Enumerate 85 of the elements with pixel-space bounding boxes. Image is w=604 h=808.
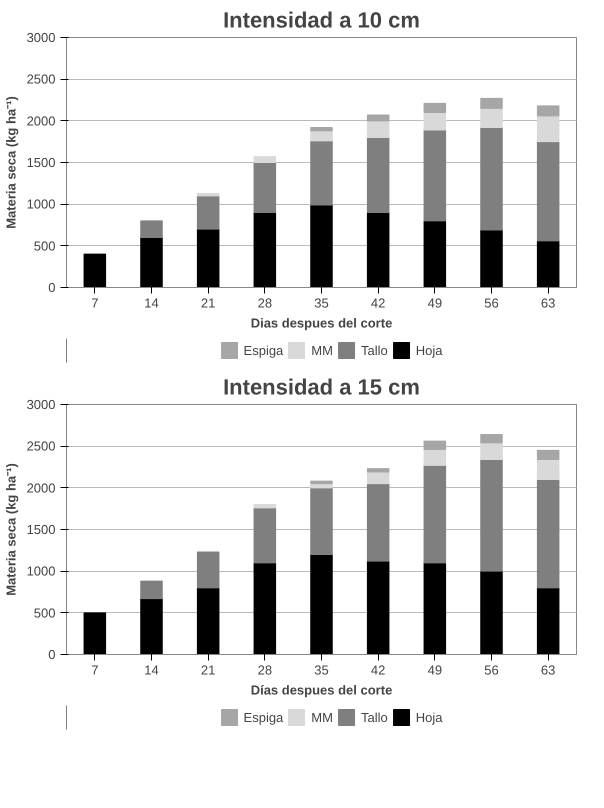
bar	[480, 127, 503, 230]
bar	[366, 114, 390, 122]
x-axis-title: Dias despues del corte	[250, 316, 392, 330]
legend-label: Hoja	[416, 710, 442, 724]
x-tick-label: 28	[258, 662, 272, 678]
legend-label: MM	[311, 342, 333, 358]
bar	[536, 105, 560, 116]
y-tick-label: 3000	[26, 397, 56, 412]
bar	[140, 220, 163, 238]
y-tick-label: 500	[34, 238, 56, 254]
x-tick-label: 63	[540, 662, 556, 678]
bar	[424, 440, 446, 450]
bar	[480, 434, 503, 444]
y-tick-label: 1500	[26, 155, 56, 170]
y-tick-label: 2000	[26, 480, 56, 496]
bar	[310, 140, 333, 206]
legend-label: Espiga	[244, 710, 284, 724]
bar	[366, 468, 390, 472]
x-tick-label: 7	[91, 296, 98, 310]
y-tick-label: 1500	[26, 522, 56, 537]
bar	[310, 487, 333, 555]
bar	[310, 483, 333, 488]
x-tick-label: 21	[200, 662, 216, 678]
bar	[254, 156, 276, 163]
x-tick-label: 63	[540, 296, 556, 310]
y-tick-label: 2500	[26, 438, 56, 454]
x-tick-label: 35	[314, 662, 329, 678]
x-tick-label: 49	[428, 662, 442, 678]
bar	[366, 137, 390, 213]
chart-title: Intensidad a 15 cm	[223, 374, 420, 400]
bar	[424, 130, 446, 222]
x-tick-label: 35	[314, 296, 329, 310]
x-tick-label: 14	[144, 296, 159, 310]
bar	[366, 120, 390, 138]
y-axis-title: Materia seca (kg ha⁻¹)	[4, 96, 19, 229]
bar	[536, 115, 560, 142]
y-tick-label: 0	[48, 647, 56, 662]
y-tick-label: 1000	[26, 196, 56, 212]
chart-title: Intensidad a 10 cm	[223, 8, 420, 32]
legend-label: Espiga	[244, 342, 284, 358]
bar	[424, 112, 446, 130]
bar	[536, 479, 560, 588]
bar	[196, 552, 220, 588]
y-tick-label: 1000	[26, 564, 56, 579]
x-tick-label: 7	[91, 662, 98, 678]
x-tick-label: 56	[484, 296, 499, 310]
y-tick-label: 0	[48, 280, 56, 295]
bar	[536, 141, 560, 242]
legend-label: Tallo	[360, 710, 388, 724]
y-tick-label: 500	[34, 605, 56, 620]
bar	[310, 130, 333, 142]
y-tick-label: 2000	[26, 113, 56, 128]
x-tick-label: 42	[370, 296, 386, 310]
y-tick-label: 3000	[26, 30, 56, 45]
bar	[366, 472, 390, 484]
x-tick-label: 56	[484, 662, 499, 678]
bar	[140, 580, 163, 600]
bar	[480, 459, 503, 572]
legend-label: Tallo	[360, 342, 388, 358]
bar	[424, 449, 446, 466]
x-tick-label: 14	[144, 662, 159, 678]
y-axis-title: Materia seca (kg ha⁻¹)	[4, 463, 19, 596]
bar	[480, 108, 503, 128]
x-tick-label: 28	[258, 296, 272, 310]
x-tick-label: 21	[200, 296, 216, 310]
x-tick-label: 42	[370, 662, 386, 678]
bar	[196, 192, 220, 196]
bar	[254, 504, 276, 508]
legend-label: Hoja	[416, 342, 442, 358]
bar	[254, 507, 276, 564]
bar	[310, 480, 333, 484]
bar	[310, 127, 333, 132]
bar	[536, 459, 560, 480]
x-tick-label: 49	[428, 296, 442, 310]
bar	[196, 195, 220, 230]
bar	[366, 483, 390, 562]
bar	[424, 464, 446, 564]
bar	[480, 442, 503, 460]
x-axis-title: Días despues del corte	[250, 682, 392, 698]
bar	[536, 450, 560, 460]
legend-label: MM	[311, 710, 333, 724]
y-tick-label: 2500	[26, 72, 56, 87]
bar	[254, 162, 276, 213]
bar	[424, 102, 446, 113]
bar	[480, 98, 503, 109]
